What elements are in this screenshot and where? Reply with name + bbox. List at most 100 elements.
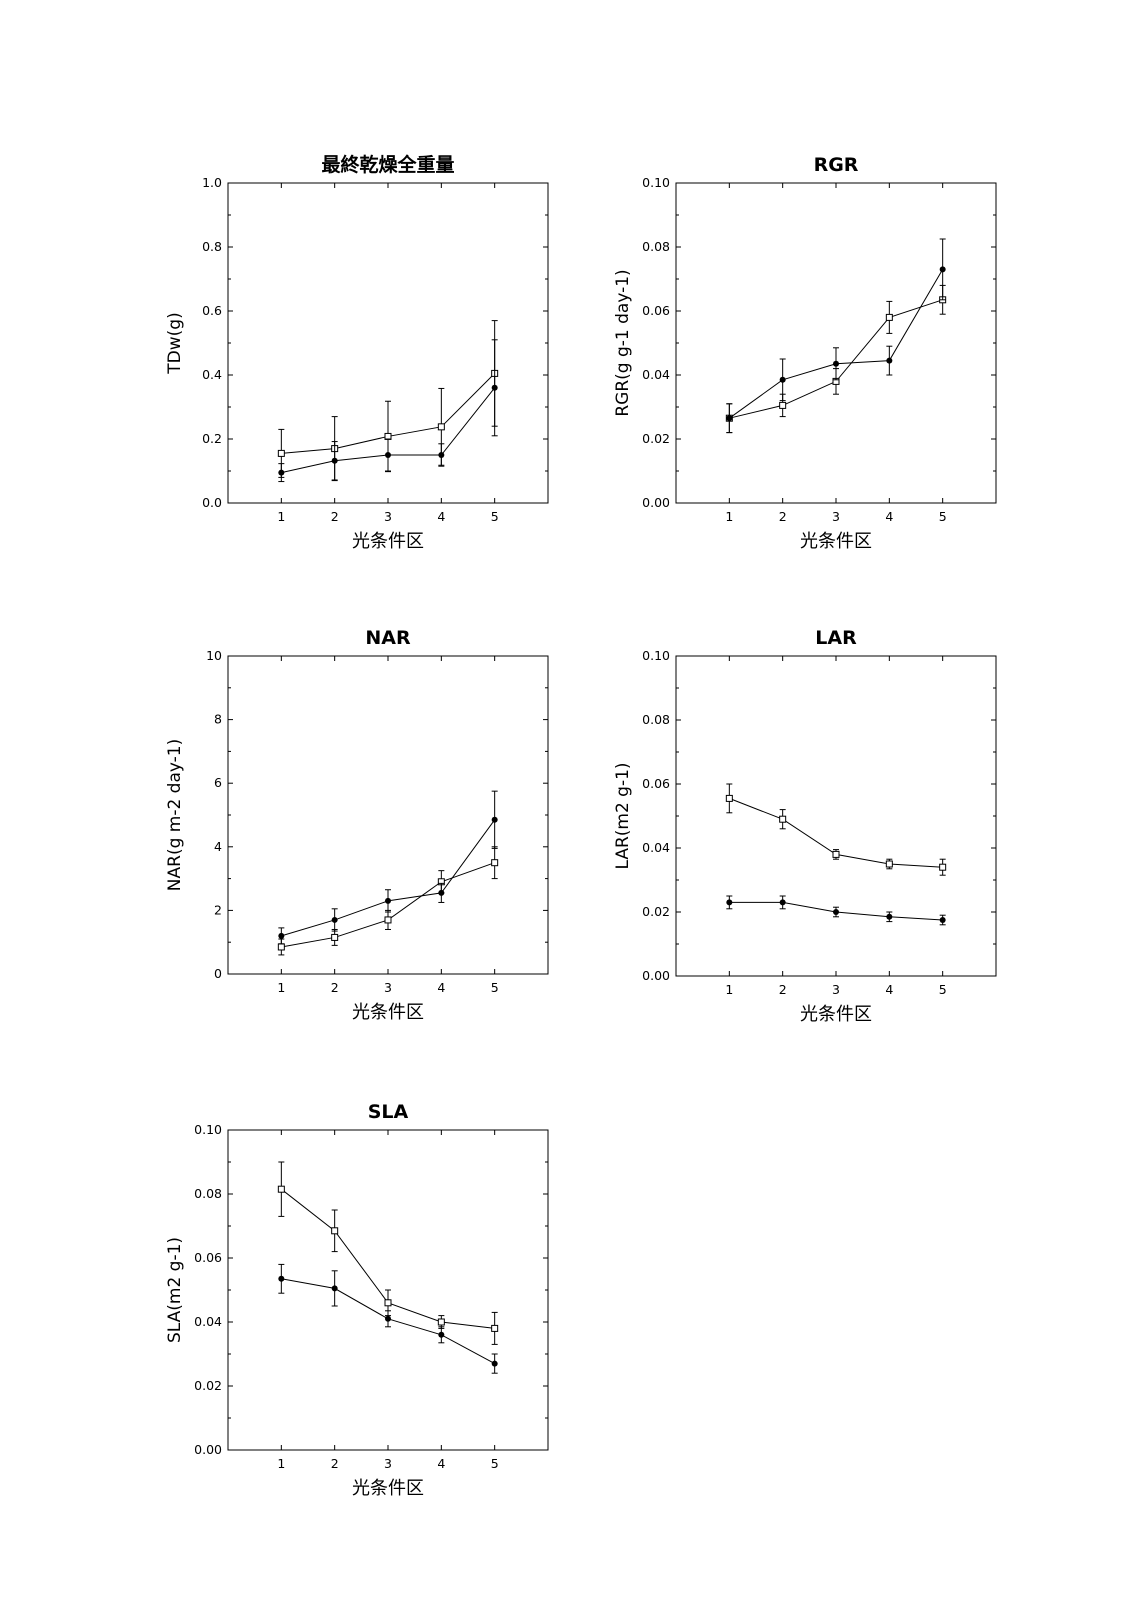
chart-title: 最終乾燥全重量 — [321, 153, 454, 176]
y-tick-label: 10 — [206, 648, 222, 663]
data-point — [886, 913, 893, 920]
data-point — [385, 1315, 391, 1322]
data-point — [331, 933, 339, 941]
data-point — [331, 1227, 339, 1235]
y-tick-label: 0.06 — [642, 776, 670, 791]
x-tick-label: 5 — [939, 509, 947, 524]
x-tick-label: 5 — [939, 982, 947, 997]
y-tick-label: 0.06 — [642, 303, 670, 318]
x-tick-label: 3 — [384, 509, 392, 524]
data-point — [726, 899, 733, 906]
data-point — [779, 899, 786, 906]
y-tick-label: 0 — [214, 966, 222, 981]
chart-title: SLA — [368, 1101, 409, 1123]
series-line — [729, 269, 944, 419]
y-tick-label: 1.0 — [202, 175, 222, 190]
x-tick-label: 3 — [384, 1456, 392, 1471]
y-tick-label: 0.00 — [642, 968, 670, 983]
y-tick-label: 0.06 — [194, 1250, 222, 1265]
x-tick-label: 3 — [384, 980, 392, 995]
y-tick-label: 4 — [214, 839, 222, 854]
data-point — [438, 889, 445, 896]
data-point — [278, 932, 285, 939]
y-tick-label: 0.04 — [194, 1314, 222, 1329]
data-point — [277, 449, 285, 457]
series-filled-circle — [278, 790, 498, 945]
series-filled-circle — [278, 1263, 498, 1374]
y-tick-label: 0.08 — [194, 1186, 222, 1201]
data-point — [779, 376, 786, 383]
x-axis-label: 光条件区 — [352, 1002, 424, 1023]
data-point — [331, 457, 338, 464]
data-point — [832, 850, 840, 858]
chart-title: RGR — [814, 154, 859, 176]
data-point — [725, 794, 733, 802]
chart-title: LAR — [815, 627, 857, 649]
x-tick-label: 4 — [437, 1456, 445, 1471]
data-point — [491, 859, 499, 867]
data-point — [779, 401, 787, 409]
series-filled-circle — [278, 339, 498, 483]
series-open-square — [277, 1161, 499, 1345]
data-point — [726, 415, 733, 422]
x-tick-label: 3 — [832, 982, 840, 997]
chart-title: NAR — [365, 627, 411, 649]
data-point — [385, 452, 391, 458]
y-tick-label: 0.08 — [642, 712, 670, 727]
y-tick-label: 0.00 — [194, 1442, 222, 1457]
data-point — [438, 1331, 445, 1338]
data-point — [779, 815, 787, 823]
data-point — [491, 1324, 499, 1332]
x-tick-label: 3 — [832, 509, 840, 524]
data-point — [331, 916, 338, 923]
data-point — [833, 909, 839, 915]
data-point — [491, 816, 498, 823]
x-tick-label: 4 — [885, 982, 893, 997]
x-tick-label: 4 — [437, 980, 445, 995]
plot-frame — [675, 655, 997, 977]
data-point — [833, 360, 839, 367]
y-tick-label: 0.8 — [202, 239, 222, 254]
x-tick-label: 5 — [491, 1456, 499, 1471]
y-axis-label: RGR(g g-1 day-1) — [613, 269, 633, 416]
y-axis-label: NAR(g m-2 day-1) — [165, 739, 185, 891]
data-point — [885, 860, 893, 868]
chart-panel-2: RGR 0.00 0.02 0.04 0.06 0.08 0.10 1 2 3 4 5 光条件区 RGR(… — [613, 154, 997, 552]
x-tick-label: 2 — [331, 509, 339, 524]
data-point — [437, 1318, 445, 1326]
y-tick-label: 0.02 — [194, 1378, 222, 1393]
x-tick-label: 4 — [437, 509, 445, 524]
x-tick-label: 4 — [885, 509, 893, 524]
x-axis-label: 光条件区 — [352, 531, 424, 552]
y-tick-label: 0.10 — [194, 1122, 222, 1137]
x-axis-label: 光条件区 — [800, 531, 872, 552]
data-point — [491, 1360, 498, 1367]
data-point — [385, 897, 391, 904]
x-tick-label: 2 — [779, 509, 787, 524]
data-point — [278, 469, 285, 476]
y-tick-label: 0.6 — [202, 303, 222, 318]
y-tick-label: 0.4 — [202, 367, 222, 382]
data-point — [278, 1275, 285, 1282]
x-tick-label: 2 — [331, 980, 339, 995]
x-tick-label: 5 — [491, 980, 499, 995]
series-filled-circle — [726, 895, 946, 926]
x-tick-label: 2 — [779, 982, 787, 997]
data-point — [384, 916, 392, 924]
x-tick-label: 1 — [277, 980, 285, 995]
x-tick-label: 2 — [331, 1456, 339, 1471]
y-tick-label: 8 — [214, 712, 222, 727]
chart-panel-1: 最終乾燥全重量 0.0 0.2 0.4 0.6 0.8 1.0 1 2 3 4 5 光条件区 TDw(g) — [165, 153, 549, 552]
y-tick-label: 0.04 — [642, 840, 670, 855]
y-tick-label: 0.08 — [642, 239, 670, 254]
data-point — [331, 1285, 338, 1292]
y-tick-label: 2 — [214, 902, 222, 917]
data-point — [886, 357, 893, 364]
y-axis-label: TDw(g) — [165, 312, 185, 374]
data-point — [939, 863, 947, 871]
y-tick-label: 0.04 — [642, 367, 670, 382]
chart-panel-5: SLA 0.00 0.02 0.04 0.06 0.08 0.10 1 2 3 4 5 光条件区 SLA(… — [165, 1101, 549, 1499]
y-axis-label: LAR(m2 g-1) — [613, 762, 633, 869]
data-point — [277, 1185, 285, 1193]
